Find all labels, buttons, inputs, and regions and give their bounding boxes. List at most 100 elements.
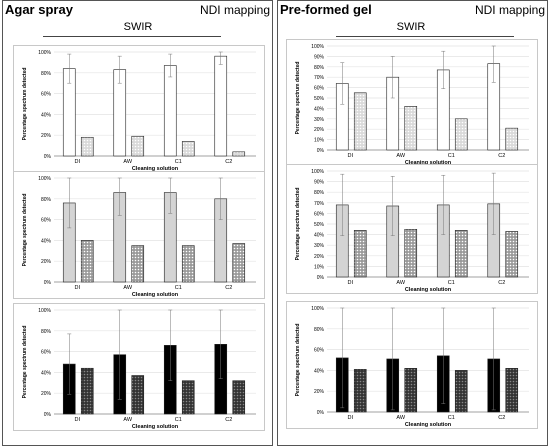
swir-bracket-line xyxy=(336,36,514,37)
x-tick-label: C2 xyxy=(498,153,505,159)
y-axis-label: Percentage spectrum detected xyxy=(22,194,28,267)
y-tick-label: 100% xyxy=(311,44,324,50)
x-tick-label: DI xyxy=(348,280,354,286)
x-tick-label: DI xyxy=(75,159,81,165)
y-tick-label: 30% xyxy=(314,243,325,249)
bar xyxy=(232,243,246,283)
chart-gel-3: 0% 20% 40% 60% 80% 100% Percentage spectrum de… xyxy=(286,301,538,429)
y-tick-label: 0% xyxy=(317,410,325,416)
y-tick-label: 30% xyxy=(314,117,325,123)
x-tick-label: AW xyxy=(123,417,132,423)
x-tick-label: C2 xyxy=(498,415,505,421)
y-tick-label: 40% xyxy=(314,106,325,112)
bar xyxy=(181,141,195,157)
x-tick-label: C1 xyxy=(175,159,182,165)
chart-agar-1: 0% 20% 40% 60% 80% 100% Percentage spectrum de… xyxy=(13,45,265,173)
y-tick-label: 100% xyxy=(38,50,51,56)
y-tick-label: 0% xyxy=(44,412,52,418)
y-tick-label: 40% xyxy=(41,112,52,118)
x-tick-label: AW xyxy=(396,280,405,286)
y-tick-label: 80% xyxy=(41,329,52,335)
bar xyxy=(353,369,367,413)
x-tick-label: C1 xyxy=(448,153,455,159)
panel-pre-formed-gel: Pre-formed gel NDI mapping SWIR 0% 10% 20%… xyxy=(277,0,548,446)
panel-title: Pre-formed gel xyxy=(280,2,372,17)
y-tick-label: 100% xyxy=(311,306,324,312)
x-axis-label: Cleaning solution xyxy=(405,422,452,428)
bar xyxy=(80,367,94,415)
y-tick-label: 80% xyxy=(314,327,325,333)
x-tick-label: AW xyxy=(396,415,405,421)
bar xyxy=(232,380,246,415)
y-tick-label: 0% xyxy=(44,154,52,160)
bar xyxy=(181,245,195,283)
bar xyxy=(80,136,94,157)
y-tick-label: 70% xyxy=(314,75,325,81)
x-axis-label: Cleaning solution xyxy=(132,166,179,172)
y-tick-label: 20% xyxy=(41,391,52,397)
y-axis-label: Percentage spectrum detected xyxy=(295,188,301,261)
y-tick-label: 20% xyxy=(314,389,325,395)
x-tick-label: C2 xyxy=(498,280,505,286)
x-tick-label: DI xyxy=(75,285,81,291)
y-tick-label: 0% xyxy=(317,148,325,154)
y-tick-label: 60% xyxy=(41,350,52,356)
bar xyxy=(454,230,468,278)
y-tick-label: 100% xyxy=(38,176,51,182)
y-tick-label: 60% xyxy=(41,92,52,98)
x-axis-label: Cleaning solution xyxy=(405,160,452,166)
y-tick-label: 100% xyxy=(311,169,324,175)
y-tick-label: 80% xyxy=(314,65,325,71)
chart-gel-2-svg: 0% 10% 20% 30% 40% 50% 60% 70% 80% 90% 100% Percent… xyxy=(295,169,529,293)
x-tick-label: DI xyxy=(348,153,354,159)
x-tick-label: C1 xyxy=(175,417,182,423)
x-tick-label: DI xyxy=(348,415,354,421)
y-tick-label: 60% xyxy=(314,86,325,92)
x-tick-label: AW xyxy=(123,285,132,291)
y-tick-label: 40% xyxy=(314,233,325,239)
x-axis-label: Cleaning solution xyxy=(132,292,179,298)
chart-agar-1-svg: 0% 20% 40% 60% 80% 100% Percentage spectrum de… xyxy=(22,50,256,172)
chart-gel-2: 0% 10% 20% 30% 40% 50% 60% 70% 80% 90% 100% Percent… xyxy=(286,164,538,294)
bar xyxy=(131,245,145,283)
y-tick-label: 20% xyxy=(41,133,52,139)
bar xyxy=(505,368,519,413)
panel-agar-spray: Agar spray NDI mapping SWIR 0% 20% 40% 60% 8… xyxy=(2,0,273,446)
y-tick-label: 10% xyxy=(314,138,325,144)
y-tick-label: 40% xyxy=(41,370,52,376)
swir-header: SWIR xyxy=(123,21,153,33)
y-tick-label: 80% xyxy=(314,190,325,196)
y-tick-label: 80% xyxy=(41,197,52,203)
x-tick-label: DI xyxy=(75,417,81,423)
chart-agar-3-svg: 0% 20% 40% 60% 80% 100% Percentage spectrum de… xyxy=(22,308,256,430)
bar xyxy=(80,240,94,283)
y-tick-label: 90% xyxy=(314,180,325,186)
y-tick-label: 20% xyxy=(314,254,325,260)
x-axis-label: Cleaning solution xyxy=(132,424,179,430)
bar xyxy=(163,65,177,157)
bar xyxy=(353,92,367,151)
y-axis-label: Percentage spectrum detected xyxy=(22,326,28,399)
bar xyxy=(505,127,519,151)
bar xyxy=(353,230,367,278)
y-tick-label: 100% xyxy=(38,308,51,314)
x-tick-label: C2 xyxy=(225,159,232,165)
y-tick-label: 50% xyxy=(314,96,325,102)
y-axis-label: Percentage spectrum detected xyxy=(22,68,28,141)
mapping-label: NDI mapping xyxy=(474,3,545,17)
x-axis-label: Cleaning solution xyxy=(405,287,452,293)
bar xyxy=(505,231,519,278)
bar xyxy=(404,229,418,278)
mapping-label: NDI mapping xyxy=(199,3,270,17)
y-tick-label: 0% xyxy=(317,275,325,281)
y-tick-label: 20% xyxy=(314,127,325,133)
y-tick-label: 60% xyxy=(314,348,325,354)
chart-gel-1: 0% 10% 20% 30% 40% 50% 60% 70% 80% 90% 100% Percent… xyxy=(286,39,538,167)
bar xyxy=(131,135,145,157)
x-tick-label: C2 xyxy=(225,285,232,291)
swir-header: SWIR xyxy=(396,21,426,33)
bar xyxy=(404,368,418,413)
bar xyxy=(214,55,228,157)
bar xyxy=(131,375,145,415)
bar xyxy=(232,151,246,157)
